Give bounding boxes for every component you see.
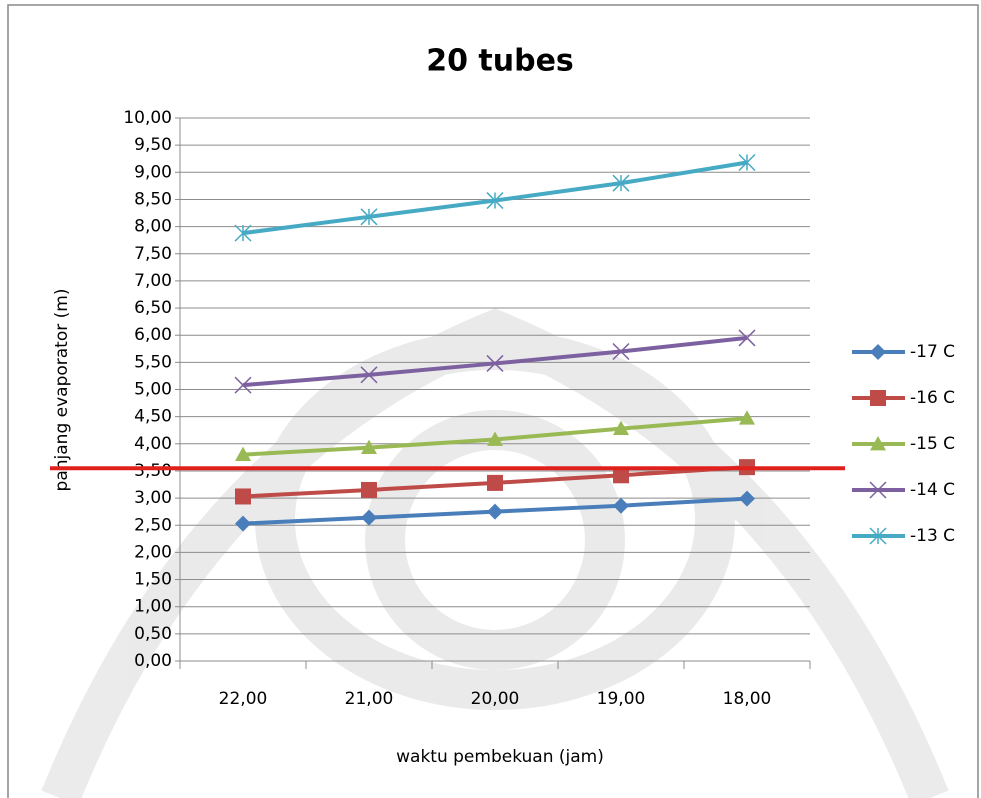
y-tick-label: 5,50 (134, 352, 172, 372)
data-point (487, 504, 503, 520)
x-tick-label: 19,00 (597, 689, 646, 709)
y-tick-label: 6,50 (134, 298, 172, 318)
chart-title: 20 tubes (426, 44, 574, 79)
y-tick-label: 3,00 (134, 488, 172, 508)
legend-label: -13 C (910, 526, 955, 546)
x-tick-label: 18,00 (723, 689, 772, 709)
y-tick-label: 9,00 (134, 162, 172, 182)
chart: 20 tubes waktu pembekuan (jam) panjang e… (0, 0, 981, 798)
y-tick-label: 6,00 (134, 325, 172, 345)
y-tick-label: 7,50 (134, 244, 172, 264)
y-tick-label: 2,00 (134, 542, 172, 562)
legend-marker (870, 344, 886, 360)
data-point (487, 475, 503, 491)
y-tick-label: 4,00 (134, 434, 172, 454)
y-tick-label: 1,50 (134, 570, 172, 590)
legend-label: -17 C (910, 342, 955, 362)
legend-label: -16 C (910, 388, 955, 408)
y-tick-label: 4,50 (134, 407, 172, 427)
data-point (361, 482, 377, 498)
y-tick-label: 5,00 (134, 380, 172, 400)
y-tick-label: 8,00 (134, 217, 172, 237)
legend-label: -15 C (910, 434, 955, 454)
y-tick-label: 3,50 (134, 461, 172, 481)
legend-marker (870, 390, 886, 406)
y-axis-label: panjang evaporator (m) (52, 289, 72, 492)
y-tick-label: 7,00 (134, 271, 172, 291)
x-axis-label: waktu pembekuan (jam) (396, 747, 604, 767)
x-tick-label: 21,00 (345, 689, 394, 709)
y-tick-label: 9,50 (134, 135, 172, 155)
y-tick-label: 0,00 (134, 651, 172, 671)
x-tick-label: 22,00 (219, 689, 268, 709)
legend-label: -14 C (910, 480, 955, 500)
y-tick-label: 0,50 (134, 624, 172, 644)
y-tick-label: 2,50 (134, 515, 172, 535)
x-tick-label: 20,00 (471, 689, 520, 709)
y-tick-label: 1,00 (134, 597, 172, 617)
watermark (60, 330, 930, 798)
y-tick-label: 10,00 (123, 108, 172, 128)
y-tick-label: 8,50 (134, 189, 172, 209)
data-point (235, 488, 251, 504)
